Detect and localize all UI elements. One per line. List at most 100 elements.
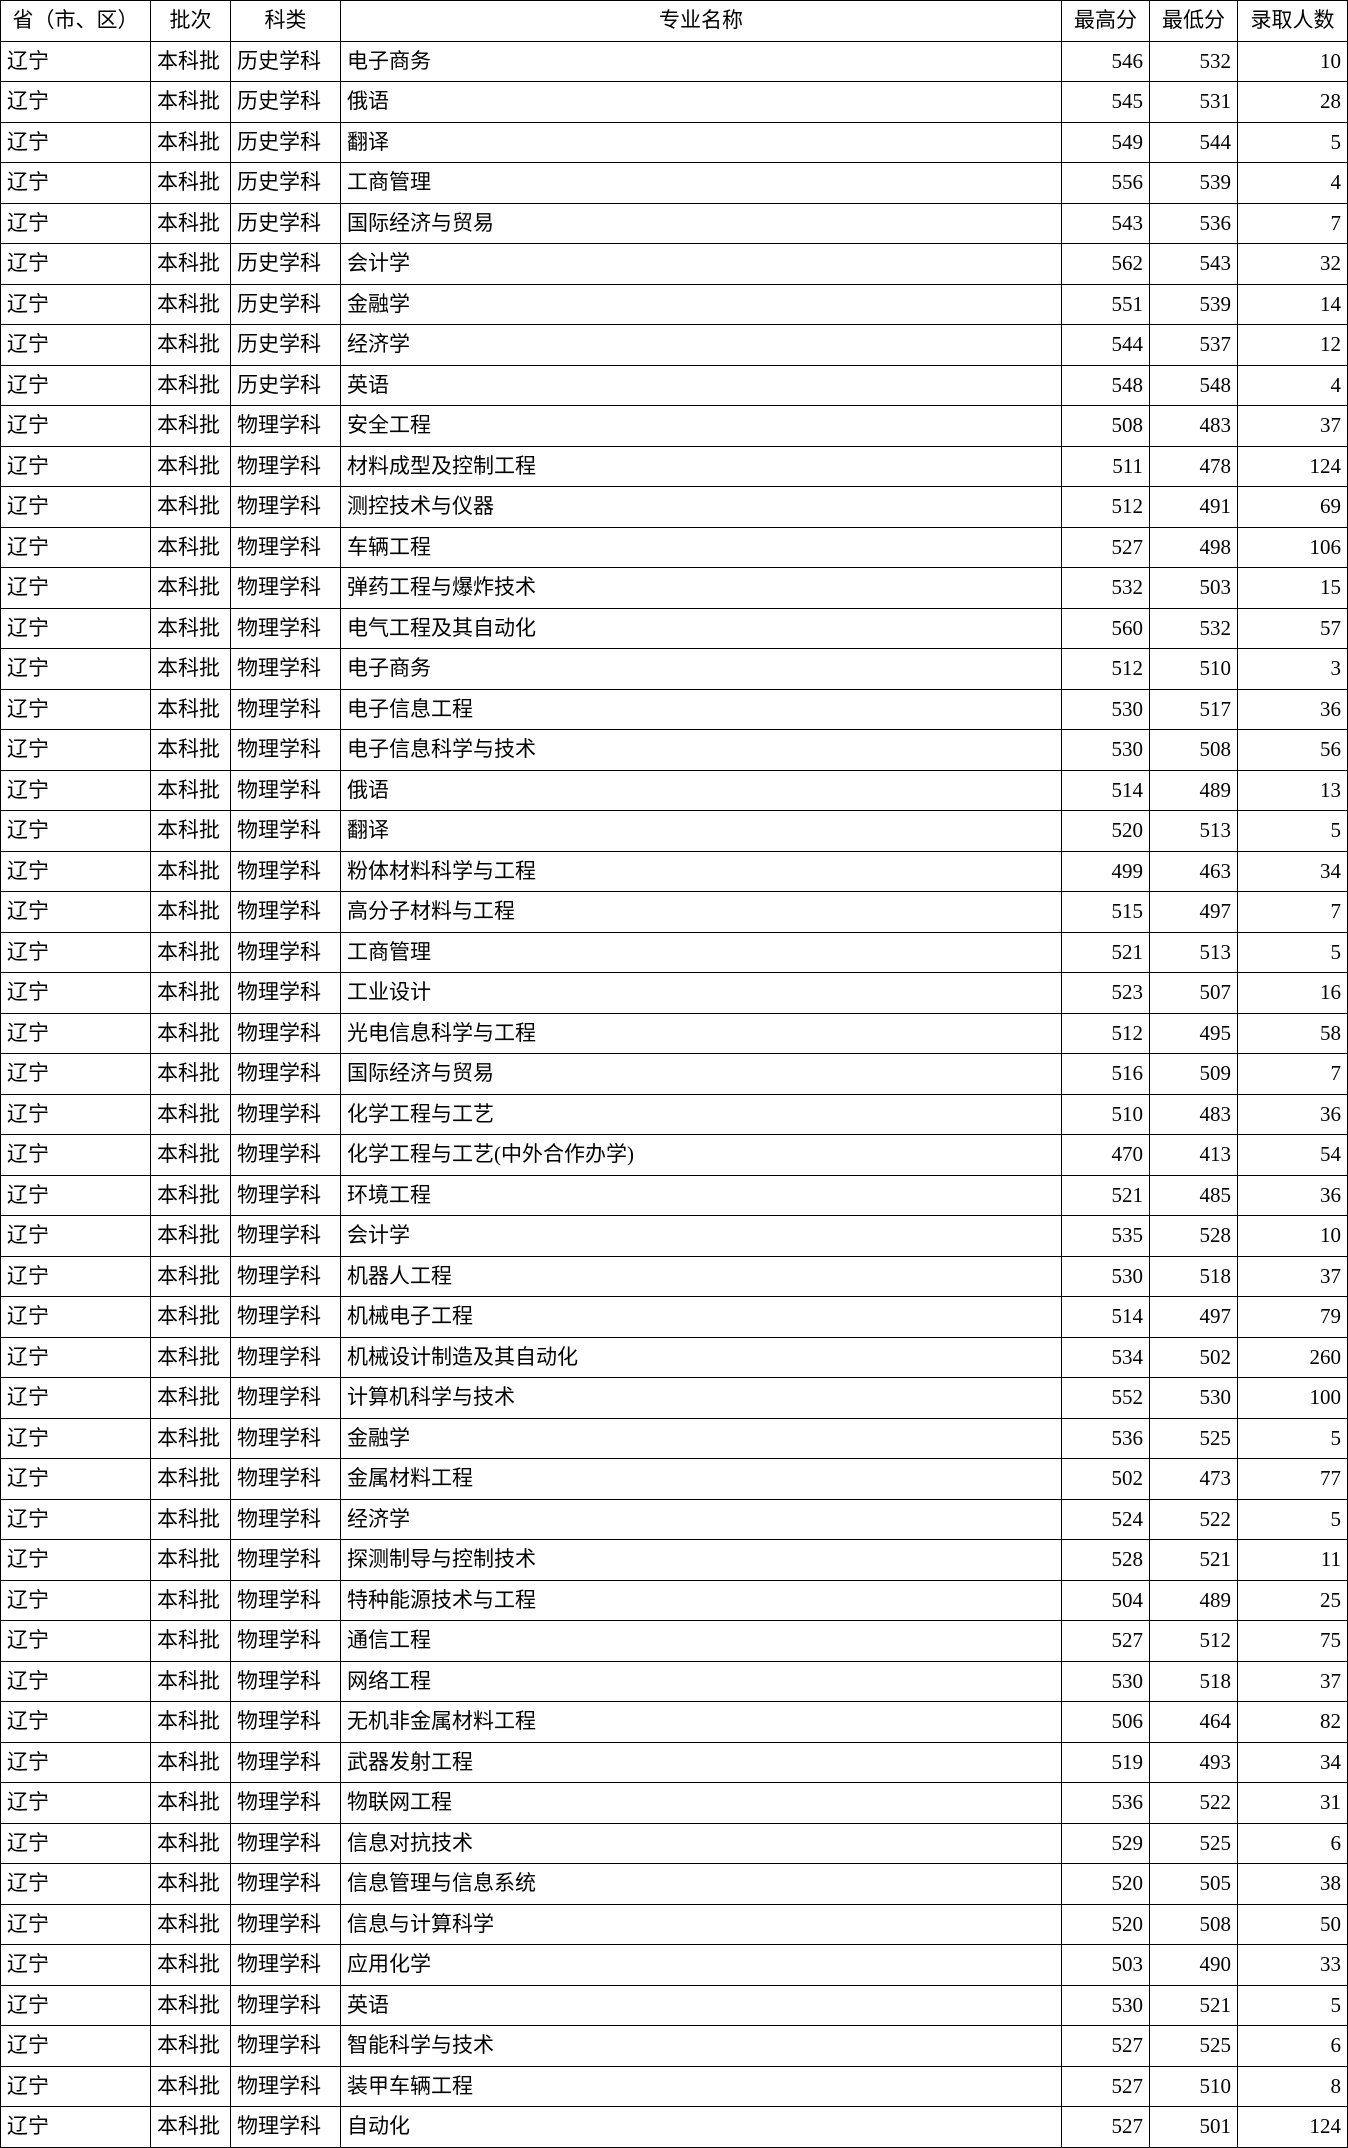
cell-province: 辽宁: [1, 973, 151, 1014]
cell-count: 11: [1238, 1540, 1348, 1581]
table-row: 辽宁本科批历史学科国际经济与贸易5435367: [1, 203, 1348, 244]
table-row: 辽宁本科批物理学科测控技术与仪器51249169: [1, 487, 1348, 528]
cell-max: 530: [1062, 689, 1150, 730]
cell-count: 6: [1238, 1823, 1348, 1864]
cell-min: 539: [1150, 284, 1238, 325]
table-row: 辽宁本科批物理学科特种能源技术与工程50448925: [1, 1580, 1348, 1621]
cell-min: 532: [1150, 41, 1238, 82]
cell-major: 工业设计: [341, 973, 1062, 1014]
cell-province: 辽宁: [1, 608, 151, 649]
cell-min: 413: [1150, 1135, 1238, 1176]
cell-province: 辽宁: [1, 163, 151, 204]
cell-province: 辽宁: [1, 82, 151, 123]
table-row: 辽宁本科批物理学科粉体材料科学与工程49946334: [1, 851, 1348, 892]
cell-max: 512: [1062, 487, 1150, 528]
cell-subject: 物理学科: [231, 1459, 341, 1500]
cell-subject: 历史学科: [231, 365, 341, 406]
cell-batch: 本科批: [151, 244, 231, 285]
cell-count: 5: [1238, 1985, 1348, 2026]
cell-subject: 物理学科: [231, 527, 341, 568]
cell-subject: 物理学科: [231, 1499, 341, 1540]
cell-major: 网络工程: [341, 1661, 1062, 1702]
cell-subject: 物理学科: [231, 1378, 341, 1419]
cell-province: 辽宁: [1, 1783, 151, 1824]
cell-min: 536: [1150, 203, 1238, 244]
table-row: 辽宁本科批物理学科电气工程及其自动化56053257: [1, 608, 1348, 649]
cell-province: 辽宁: [1, 203, 151, 244]
cell-max: 511: [1062, 446, 1150, 487]
admission-table: 省（市、区） 批次 科类 专业名称 最高分 最低分 录取人数 辽宁本科批历史学科…: [0, 0, 1348, 2148]
table-row: 辽宁本科批物理学科金融学5365255: [1, 1418, 1348, 1459]
cell-max: 470: [1062, 1135, 1150, 1176]
cell-count: 82: [1238, 1702, 1348, 1743]
cell-count: 36: [1238, 1094, 1348, 1135]
cell-batch: 本科批: [151, 851, 231, 892]
cell-min: 521: [1150, 1540, 1238, 1581]
cell-major: 英语: [341, 1985, 1062, 2026]
cell-min: 507: [1150, 973, 1238, 1014]
table-row: 辽宁本科批历史学科俄语54553128: [1, 82, 1348, 123]
cell-major: 国际经济与贸易: [341, 203, 1062, 244]
cell-count: 7: [1238, 1054, 1348, 1095]
header-min: 最低分: [1150, 1, 1238, 42]
cell-major: 经济学: [341, 1499, 1062, 1540]
cell-subject: 物理学科: [231, 1702, 341, 1743]
cell-max: 530: [1062, 1256, 1150, 1297]
table-row: 辽宁本科批物理学科网络工程53051837: [1, 1661, 1348, 1702]
cell-count: 4: [1238, 365, 1348, 406]
cell-batch: 本科批: [151, 406, 231, 447]
cell-subject: 物理学科: [231, 446, 341, 487]
table-row: 辽宁本科批历史学科工商管理5565394: [1, 163, 1348, 204]
cell-major: 装甲车辆工程: [341, 2066, 1062, 2107]
cell-count: 124: [1238, 2107, 1348, 2148]
cell-subject: 物理学科: [231, 1135, 341, 1176]
cell-min: 543: [1150, 244, 1238, 285]
cell-max: 536: [1062, 1418, 1150, 1459]
cell-max: 534: [1062, 1337, 1150, 1378]
cell-max: 508: [1062, 406, 1150, 447]
cell-min: 489: [1150, 1580, 1238, 1621]
cell-major: 高分子材料与工程: [341, 892, 1062, 933]
cell-major: 工商管理: [341, 163, 1062, 204]
table-row: 辽宁本科批物理学科经济学5245225: [1, 1499, 1348, 1540]
cell-max: 502: [1062, 1459, 1150, 1500]
cell-batch: 本科批: [151, 325, 231, 366]
cell-subject: 物理学科: [231, 1742, 341, 1783]
cell-major: 光电信息科学与工程: [341, 1013, 1062, 1054]
cell-min: 522: [1150, 1783, 1238, 1824]
cell-max: 514: [1062, 1297, 1150, 1338]
cell-batch: 本科批: [151, 163, 231, 204]
cell-province: 辽宁: [1, 1742, 151, 1783]
cell-province: 辽宁: [1, 284, 151, 325]
cell-subject: 历史学科: [231, 82, 341, 123]
cell-province: 辽宁: [1, 851, 151, 892]
cell-batch: 本科批: [151, 568, 231, 609]
cell-province: 辽宁: [1, 689, 151, 730]
cell-min: 512: [1150, 1621, 1238, 1662]
cell-max: 512: [1062, 1013, 1150, 1054]
cell-major: 化学工程与工艺: [341, 1094, 1062, 1135]
table-row: 辽宁本科批物理学科机械设计制造及其自动化534502260: [1, 1337, 1348, 1378]
cell-major: 安全工程: [341, 406, 1062, 447]
cell-batch: 本科批: [151, 1418, 231, 1459]
cell-province: 辽宁: [1, 2107, 151, 2148]
cell-count: 38: [1238, 1864, 1348, 1905]
cell-subject: 物理学科: [231, 811, 341, 852]
cell-batch: 本科批: [151, 1540, 231, 1581]
cell-batch: 本科批: [151, 1621, 231, 1662]
cell-min: 544: [1150, 122, 1238, 163]
table-row: 辽宁本科批物理学科装甲车辆工程5275108: [1, 2066, 1348, 2107]
cell-batch: 本科批: [151, 1216, 231, 1257]
cell-min: 539: [1150, 163, 1238, 204]
cell-major: 金融学: [341, 284, 1062, 325]
cell-major: 电子商务: [341, 649, 1062, 690]
cell-subject: 物理学科: [231, 1985, 341, 2026]
cell-max: 514: [1062, 770, 1150, 811]
cell-count: 10: [1238, 1216, 1348, 1257]
cell-subject: 物理学科: [231, 1297, 341, 1338]
table-row: 辽宁本科批物理学科国际经济与贸易5165097: [1, 1054, 1348, 1095]
cell-province: 辽宁: [1, 244, 151, 285]
cell-batch: 本科批: [151, 973, 231, 1014]
cell-batch: 本科批: [151, 608, 231, 649]
cell-count: 75: [1238, 1621, 1348, 1662]
